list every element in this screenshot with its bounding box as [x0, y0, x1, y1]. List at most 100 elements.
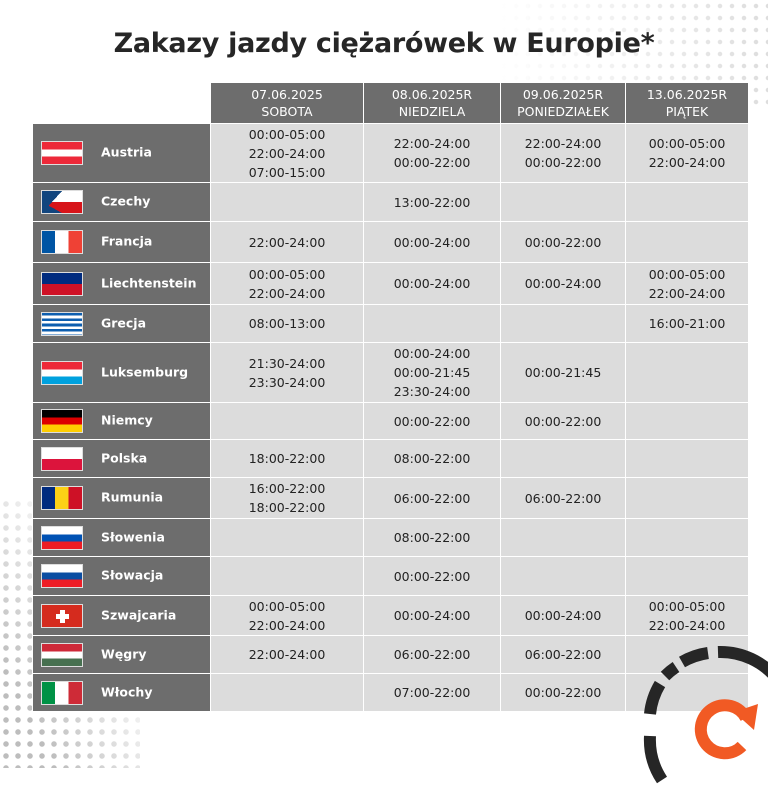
time-range: 22:00-24:00	[648, 617, 726, 633]
time-cell: 06:00-22:00	[363, 635, 501, 674]
country-name: Austria	[101, 144, 152, 160]
time-range: 00:00-22:00	[393, 568, 471, 584]
time-range: 00:00-24:00	[393, 276, 471, 291]
time-range: 06:00-22:00	[524, 490, 602, 506]
time-cell: 00:00-05:00 22:00-24:00	[210, 595, 364, 636]
flag-icon	[41, 680, 83, 705]
header-blank	[32, 82, 211, 124]
time-range: 23:30-24:00	[248, 374, 326, 390]
time-cell	[500, 439, 626, 478]
country-name: Luksemburg	[101, 364, 189, 379]
time-range: 06:00-22:00	[524, 647, 602, 662]
time-range: 22:00-24:00	[248, 647, 326, 662]
time-cell	[210, 182, 364, 222]
column-date: 08.06.2025R	[391, 87, 473, 102]
time-cell: 22:00-24:00	[210, 635, 364, 674]
time-cell: 22:00-24:00 00:00-22:00	[500, 123, 626, 183]
time-range: 22:00-24:00	[524, 136, 602, 151]
country-name: Niemcy	[101, 412, 153, 428]
table-row: Słowacja 00:00-22:00	[32, 556, 749, 596]
logo-ring-segment	[660, 662, 680, 681]
time-range: 08:00-22:00	[393, 530, 471, 545]
column-date: 13.06.2025R	[646, 87, 728, 102]
time-cell	[625, 477, 749, 519]
time-range: 13:00-22:00	[393, 194, 471, 210]
country-name: Grecja	[101, 315, 147, 330]
time-cell	[500, 556, 626, 596]
time-range: 22:00-24:00	[393, 136, 471, 151]
time-cell	[625, 342, 749, 403]
time-cell	[500, 182, 626, 222]
column-header: 13.06.2025R PIĄTEK	[625, 82, 749, 124]
table-row: Liechtenstein 00:00-05:00 22:00-24:00 00:00…	[32, 262, 749, 305]
country-name: Liechtenstein	[101, 275, 197, 290]
time-range: 22:00-24:00	[248, 234, 326, 250]
table-row: Rumunia 16:00-22:00 18:00-22:00 06:00-22:00…	[32, 477, 749, 519]
time-range: 22:00-24:00	[248, 285, 326, 301]
time-cell: 00:00-05:00 22:00-24:00	[210, 262, 364, 305]
column-header: 08.06.2025R NIEDZIELA	[363, 82, 501, 124]
country-cell: Węgry	[32, 635, 211, 674]
time-range: 00:00-05:00	[248, 598, 326, 614]
table-row: Francja 22:00-24:00 00:00-24:00 00:00-22:00	[32, 221, 749, 263]
time-range: 00:00-22:00	[524, 234, 602, 250]
time-range: 22:00-24:00	[248, 617, 326, 633]
time-range: 22:00-24:00	[248, 145, 326, 161]
time-range: 06:00-22:00	[393, 647, 471, 662]
truck-ban-table: 07.06.2025 SOBOTA 08.06.2025R NIEDZIELA 09.0…	[32, 82, 749, 712]
table-row: Czechy 13:00-22:00	[32, 182, 749, 222]
country-cell: Słowacja	[32, 556, 211, 596]
time-range: 08:00-22:00	[393, 451, 471, 466]
time-cell	[500, 304, 626, 343]
time-cell: 00:00-24:00	[500, 262, 626, 305]
country-name: Szwajcaria	[101, 607, 177, 622]
country-name: Słowacja	[101, 567, 164, 583]
time-range: 00:00-05:00	[648, 598, 726, 614]
time-range: 00:00-05:00	[648, 136, 726, 151]
time-range: 00:00-05:00	[648, 266, 726, 282]
time-cell	[625, 402, 749, 440]
column-day: PIĄTEK	[665, 104, 709, 119]
time-cell: 07:00-22:00	[363, 673, 501, 712]
flag-icon	[41, 141, 83, 165]
time-cell: 13:00-22:00	[363, 182, 501, 222]
country-cell: Liechtenstein	[32, 262, 211, 305]
time-cell: 00:00-22:00	[500, 402, 626, 440]
time-range: 00:00-24:00	[393, 346, 471, 361]
time-range: 00:00-24:00	[393, 608, 471, 623]
time-range: 07:00-22:00	[393, 685, 471, 700]
country-name: Rumunia	[101, 489, 164, 505]
time-cell: 00:00-22:00	[363, 556, 501, 596]
country-name: Słowenia	[101, 529, 165, 544]
logo-ring-segment	[717, 645, 768, 678]
column-date: 09.06.2025R	[522, 87, 604, 102]
time-cell: 16:00-21:00	[625, 304, 749, 343]
flag-icon	[41, 271, 83, 296]
time-cell: 00:00-05:00 22:00-24:00 07:00-15:00	[210, 123, 364, 183]
table-row: Szwajcaria 00:00-05:00 22:00-24:00 00:00-24…	[32, 595, 749, 636]
time-cell	[625, 439, 749, 478]
flag-icon	[41, 564, 83, 588]
time-range: 00:00-05:00	[248, 126, 326, 142]
table-row: Słowenia 08:00-22:00	[32, 518, 749, 557]
time-range: 08:00-13:00	[248, 316, 326, 331]
time-cell	[625, 182, 749, 222]
country-cell: Włochy	[32, 673, 211, 712]
logo-ring-segment	[643, 735, 668, 784]
time-cell	[210, 556, 364, 596]
column-header: 07.06.2025 SOBOTA	[210, 82, 364, 124]
time-cell: 00:00-22:00	[500, 673, 626, 712]
time-range: 16:00-22:00	[248, 481, 326, 496]
time-range: 00:00-22:00	[393, 155, 471, 170]
flag-icon	[41, 486, 83, 510]
country-name: Francja	[101, 233, 153, 249]
brand-logo	[643, 645, 768, 784]
time-range: 23:30-24:00	[393, 384, 471, 399]
flag-icon	[41, 230, 83, 254]
time-cell	[210, 673, 364, 712]
column-day: PONIEDZIAŁEK	[517, 104, 609, 119]
table-row: Polska 18:00-22:00 08:00-22:00	[32, 439, 749, 478]
time-cell: 08:00-22:00	[363, 439, 501, 478]
time-cell	[625, 556, 749, 596]
flag-icon	[41, 525, 83, 550]
